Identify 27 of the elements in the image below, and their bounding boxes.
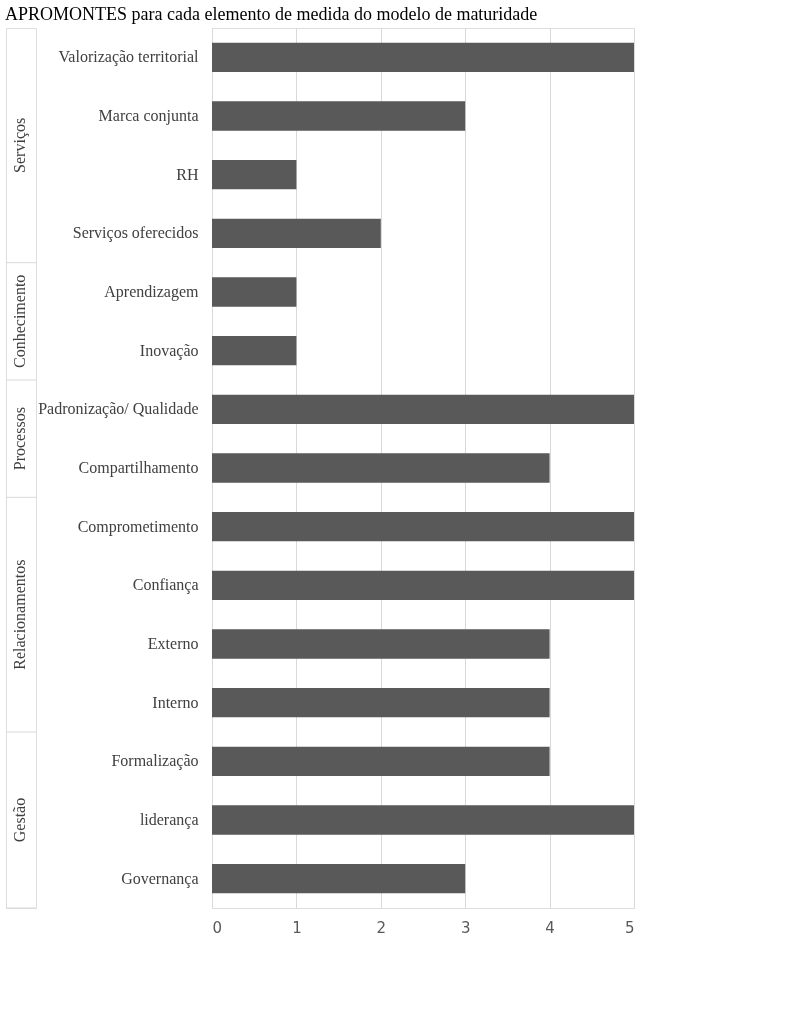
- y-tick-label: liderança: [139, 811, 199, 829]
- text: Processos: [11, 407, 28, 471]
- text: Relacionamentos: [11, 559, 28, 670]
- x-tick-label: 2: [376, 918, 387, 937]
- y-tick-label: Interno: [152, 693, 199, 711]
- y-tick-label: RH: [176, 165, 199, 183]
- x-tick-label: 5: [624, 918, 635, 937]
- x-tick-label: 1: [292, 918, 302, 937]
- x-tick-label: 3: [460, 918, 471, 937]
- y-tick-label: Comprometimento: [77, 517, 199, 536]
- y-tick-label: Confiança: [132, 576, 199, 595]
- y-tick-label: Valorização territorial: [58, 48, 200, 67]
- y-tick-label: Governança: [121, 869, 199, 888]
- y-tick-label: Marca conjunta: [98, 107, 199, 125]
- y-tick-label: Compartilhamento: [78, 459, 199, 477]
- y-tick-label: Aprendizagem: [104, 283, 200, 301]
- text: Conhecimento: [11, 274, 28, 368]
- y-tick-label: Serviços oferecidos: [72, 224, 199, 243]
- text: Gestão: [11, 797, 28, 843]
- y-tick-label: Padronização/ Qualidade: [38, 400, 199, 419]
- chart-title: APROMONTES para cada elemento de medida do modelo de maturidade: [5, 3, 538, 24]
- text: Serviços: [11, 117, 29, 173]
- x-tick-label: 0: [212, 918, 223, 937]
- y-tick-label: Externo: [147, 635, 199, 652]
- x-tick-label: 4: [545, 918, 555, 937]
- y-tick-label: Formalização: [111, 752, 199, 771]
- y-tick-label: Inovação: [139, 341, 199, 360]
